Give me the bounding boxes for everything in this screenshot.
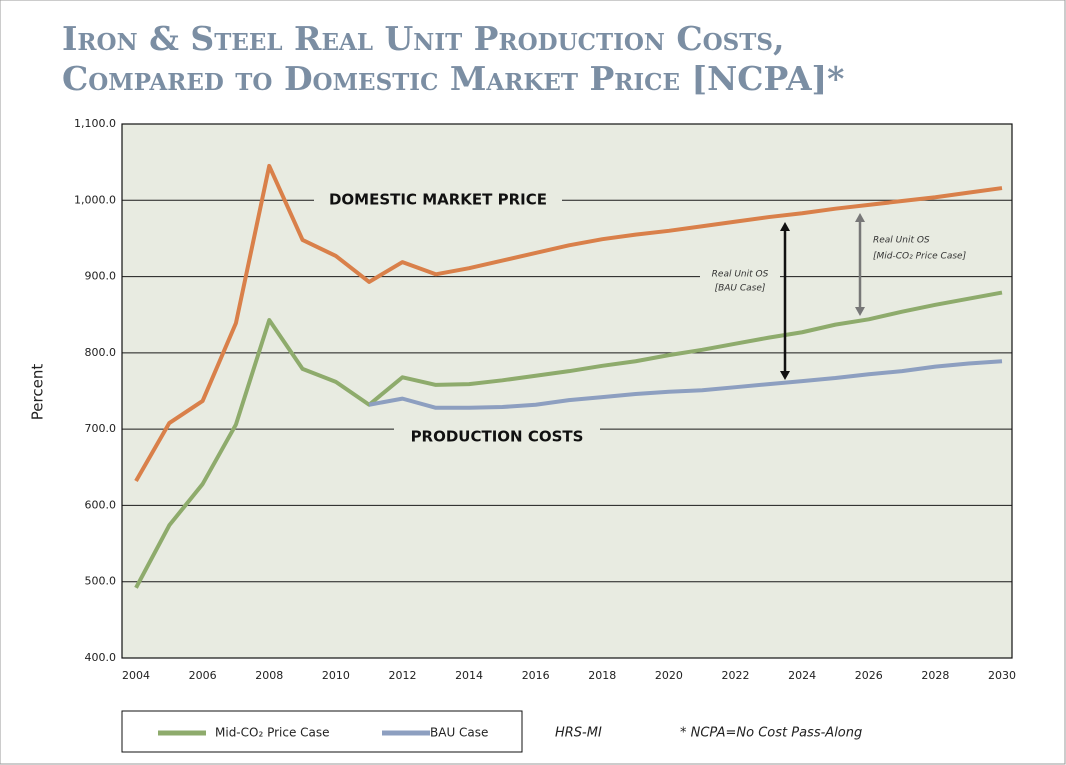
x-tick-label: 2020 — [655, 669, 683, 682]
x-tick-label: 2022 — [722, 669, 750, 682]
footnote: * NCPA=No Cost Pass-Along — [680, 726, 862, 741]
x-tick-label: 2018 — [588, 669, 616, 682]
label-background — [314, 190, 562, 210]
x-tick-label: 2024 — [788, 669, 816, 682]
series-line — [134, 290, 1003, 589]
label-background — [394, 427, 600, 447]
x-tick-label: 2030 — [988, 669, 1016, 682]
arrow-head — [780, 222, 790, 231]
series-line — [134, 163, 1003, 483]
x-tick-label: 2014 — [455, 669, 483, 682]
arrow-head — [855, 307, 865, 316]
x-tick-label: 2028 — [921, 669, 949, 682]
annotation: [BAU Case] — [715, 284, 766, 294]
y-tick-label: 600.0 — [85, 498, 117, 511]
arrow-head — [780, 371, 790, 380]
plot-border — [121, 123, 1013, 659]
plot-area — [122, 124, 1012, 658]
annotation: Real Unit OS — [712, 270, 769, 280]
series-label: DOMESTIC MARKET PRICE — [329, 191, 547, 209]
arrow-head — [855, 213, 865, 222]
x-tick-label: 2026 — [855, 669, 883, 682]
label-background — [870, 230, 1006, 266]
y-tick-label: 900.0 — [85, 270, 117, 283]
x-tick-label: 2010 — [322, 669, 350, 682]
series-line — [368, 359, 1003, 410]
legend-label: BAU Case — [430, 726, 488, 740]
x-tick-label: 2012 — [388, 669, 416, 682]
y-axis-label: Percent — [29, 364, 47, 421]
annotation: [Mid-CO₂ Price Case] — [873, 252, 967, 262]
y-tick-label: 1,000.0 — [74, 193, 116, 206]
y-tick-label: 700.0 — [85, 422, 117, 435]
footnote: HRS-MI — [555, 726, 602, 741]
x-tick-label: 2016 — [522, 669, 550, 682]
chart-title: Iron & Steel Real Unit Production Costs, — [62, 19, 785, 58]
x-tick-label: 2004 — [122, 669, 150, 682]
x-tick-label: 2006 — [189, 669, 217, 682]
y-tick-label: 800.0 — [85, 346, 117, 359]
chart-title: Compared to Domestic Market Price [NCPA]… — [62, 59, 844, 98]
legend-label: Mid-CO₂ Price Case — [215, 726, 330, 740]
annotation: Real Unit OS — [873, 236, 930, 246]
x-tick-label: 2008 — [255, 669, 283, 682]
label-background — [700, 266, 780, 296]
y-tick-label: 500.0 — [85, 575, 117, 588]
annotation: PRODUCTION COSTS — [411, 428, 584, 446]
y-tick-label: 1,100.0 — [74, 117, 116, 130]
y-tick-label: 400.0 — [85, 651, 117, 664]
